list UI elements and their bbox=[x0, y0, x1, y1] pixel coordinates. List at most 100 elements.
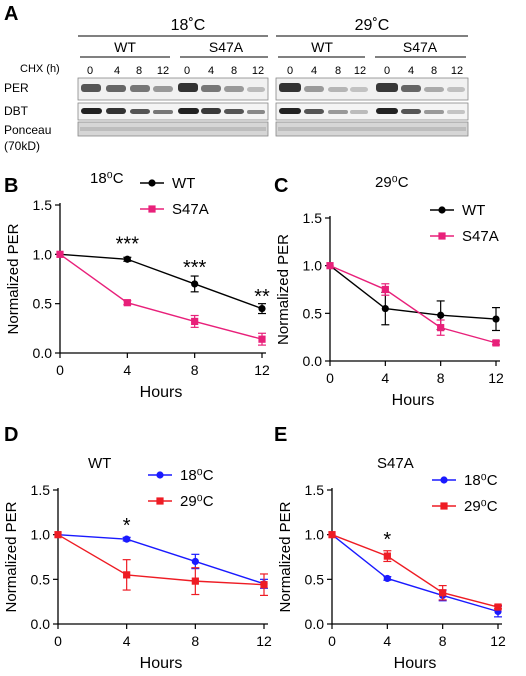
data-point bbox=[54, 531, 62, 539]
legend-marker bbox=[438, 206, 446, 214]
legend-marker bbox=[440, 476, 448, 484]
chx-tp: 8 bbox=[231, 65, 237, 77]
y-tick-label: 1.5 bbox=[33, 197, 53, 213]
x-tick-label: 8 bbox=[439, 633, 447, 649]
y-tick-label: 0.5 bbox=[305, 571, 325, 587]
temp-29-label: 29˚C bbox=[355, 17, 390, 34]
data-point bbox=[381, 285, 389, 294]
data-point bbox=[123, 535, 131, 543]
panel-b-chart: B 18⁰C 0.0 0.5 1.0 1.5 0 4 8 12 Hours Normalized PE… bbox=[4, 170, 270, 401]
legend-marker bbox=[148, 179, 156, 187]
chx-label: CHX (h) bbox=[20, 63, 60, 75]
legend-label: S47A bbox=[172, 201, 209, 218]
data-point bbox=[494, 603, 502, 611]
chx-tp: 0 bbox=[384, 65, 390, 77]
chx-tp: 0 bbox=[87, 65, 93, 77]
data-point bbox=[123, 255, 131, 263]
series-line bbox=[57, 533, 265, 585]
data-point bbox=[56, 250, 64, 258]
x-tick-label: 4 bbox=[123, 633, 131, 649]
significance-annotation: *** bbox=[116, 233, 140, 255]
panel-letter: B bbox=[4, 175, 18, 197]
x-tick-label: 4 bbox=[381, 370, 389, 386]
chx-tp: 4 bbox=[208, 65, 214, 77]
data-point bbox=[258, 305, 266, 313]
x-axis-label: Hours bbox=[140, 384, 183, 401]
chx-timepoints: 0 4 8 12 0 4 8 12 0 4 8 12 0 4 8 12 bbox=[87, 65, 463, 77]
x-axis-label: Hours bbox=[394, 655, 437, 672]
panel-a-letter: A bbox=[4, 3, 18, 25]
ponceau-blot-29 bbox=[275, 121, 469, 137]
panel-e-chart: E S47A 0.0 0.5 1.0 1.5 0 4 8 12 Hours Normalized PE… bbox=[274, 424, 506, 672]
data-point bbox=[191, 557, 199, 566]
legend-label: S47A bbox=[462, 228, 499, 245]
legend-label: WT bbox=[462, 202, 485, 219]
chx-tp: 4 bbox=[114, 65, 120, 77]
x-tick-label: 8 bbox=[437, 370, 445, 386]
x-tick-label: 4 bbox=[123, 362, 131, 378]
ponceau-blot-18 bbox=[77, 121, 269, 137]
legend-marker bbox=[440, 502, 448, 510]
y-axis-label: Normalized PER bbox=[275, 234, 292, 345]
data-point bbox=[123, 571, 131, 579]
y-tick-label: 0.5 bbox=[31, 571, 51, 587]
y-tick-label: 0.5 bbox=[33, 296, 53, 312]
data-point bbox=[437, 324, 445, 332]
x-axis-label: Hours bbox=[392, 392, 435, 409]
panel-d-chart: D WT 0.0 0.5 1.0 1.5 0 4 8 12 Hours Normalized PER 1… bbox=[3, 424, 272, 672]
y-axis-label: Normalized PER bbox=[5, 223, 22, 334]
y-tick-label: 0.0 bbox=[305, 616, 325, 632]
y-tick-label: 1.0 bbox=[31, 527, 51, 543]
x-tick-label: 0 bbox=[56, 362, 64, 378]
legend-label: 18⁰C bbox=[180, 467, 214, 484]
data-point bbox=[191, 317, 199, 326]
row-per-label: PER bbox=[4, 81, 29, 95]
geno-s47a-29-label: S47A bbox=[403, 39, 438, 55]
legend-marker bbox=[156, 497, 164, 505]
legend-label: 18⁰C bbox=[464, 472, 498, 489]
x-axis-label: Hours bbox=[140, 655, 183, 672]
x-tick-label: 12 bbox=[490, 633, 506, 649]
legend-label: 29⁰C bbox=[464, 498, 498, 515]
chx-tp: 0 bbox=[287, 65, 293, 77]
geno-s47a-18-label: S47A bbox=[209, 39, 244, 55]
x-tick-label: 8 bbox=[191, 633, 199, 649]
chx-tp: 8 bbox=[335, 65, 341, 77]
chx-tp: 4 bbox=[311, 65, 317, 77]
x-tick-label: 12 bbox=[488, 370, 504, 386]
data-point bbox=[328, 531, 336, 539]
chx-tp: 8 bbox=[431, 65, 437, 77]
data-point bbox=[383, 552, 391, 560]
panel-a: A 18˚C 29˚C WT S47A WT S47A CHX (h) 0 4 … bbox=[4, 3, 469, 153]
data-point bbox=[260, 581, 268, 589]
panel-c-chart: C 29⁰C 0.0 0.5 1.0 1.5 0 4 8 12 Hours Normalized PE… bbox=[274, 174, 504, 409]
data-point bbox=[191, 577, 199, 585]
data-point bbox=[381, 304, 389, 313]
chart-title: 29⁰C bbox=[375, 174, 409, 191]
chx-tp: 4 bbox=[408, 65, 414, 77]
chart-title: 18⁰C bbox=[90, 170, 124, 187]
legend-marker bbox=[156, 471, 164, 479]
y-tick-label: 1.0 bbox=[33, 246, 53, 262]
panel-letter: D bbox=[4, 424, 18, 446]
x-tick-label: 0 bbox=[328, 633, 336, 649]
data-point bbox=[437, 311, 445, 319]
y-tick-label: 0.0 bbox=[303, 353, 323, 369]
chart-title: WT bbox=[88, 455, 111, 472]
per-blot-29 bbox=[275, 77, 469, 101]
x-tick-label: 0 bbox=[54, 633, 62, 649]
significance-annotation: * bbox=[383, 529, 391, 551]
chx-tp: 12 bbox=[157, 65, 169, 77]
data-point bbox=[439, 589, 447, 597]
significance-annotation: * bbox=[123, 515, 131, 537]
y-tick-label: 0.0 bbox=[31, 616, 51, 632]
geno-wt-29-label: WT bbox=[311, 39, 333, 55]
panel-letter: E bbox=[274, 424, 287, 446]
series-line bbox=[329, 265, 497, 344]
chx-tp: 0 bbox=[184, 65, 190, 77]
data-point bbox=[492, 339, 500, 347]
y-tick-label: 1.5 bbox=[305, 482, 325, 498]
x-tick-label: 12 bbox=[256, 633, 272, 649]
x-tick-label: 4 bbox=[383, 633, 391, 649]
per-blot-18 bbox=[77, 77, 269, 101]
